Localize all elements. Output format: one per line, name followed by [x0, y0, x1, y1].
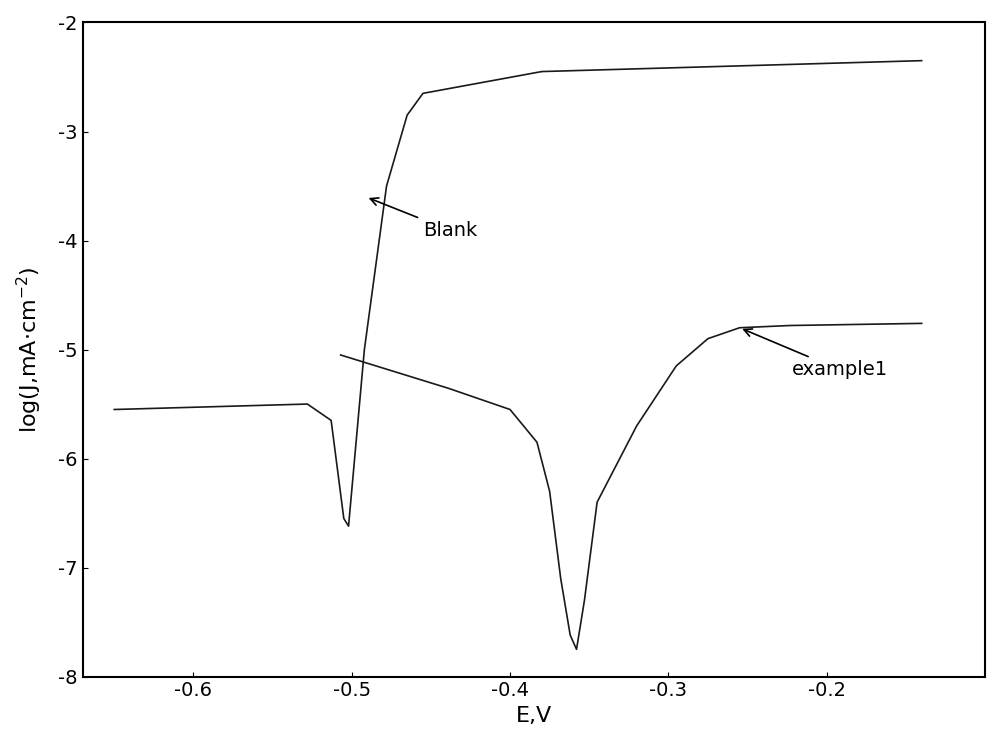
- Y-axis label: log(J,mA$\cdot$cm$^{-2}$): log(J,mA$\cdot$cm$^{-2}$): [15, 266, 44, 433]
- X-axis label: E,V: E,V: [516, 706, 552, 726]
- Text: example1: example1: [744, 329, 888, 379]
- Text: Blank: Blank: [370, 198, 477, 240]
